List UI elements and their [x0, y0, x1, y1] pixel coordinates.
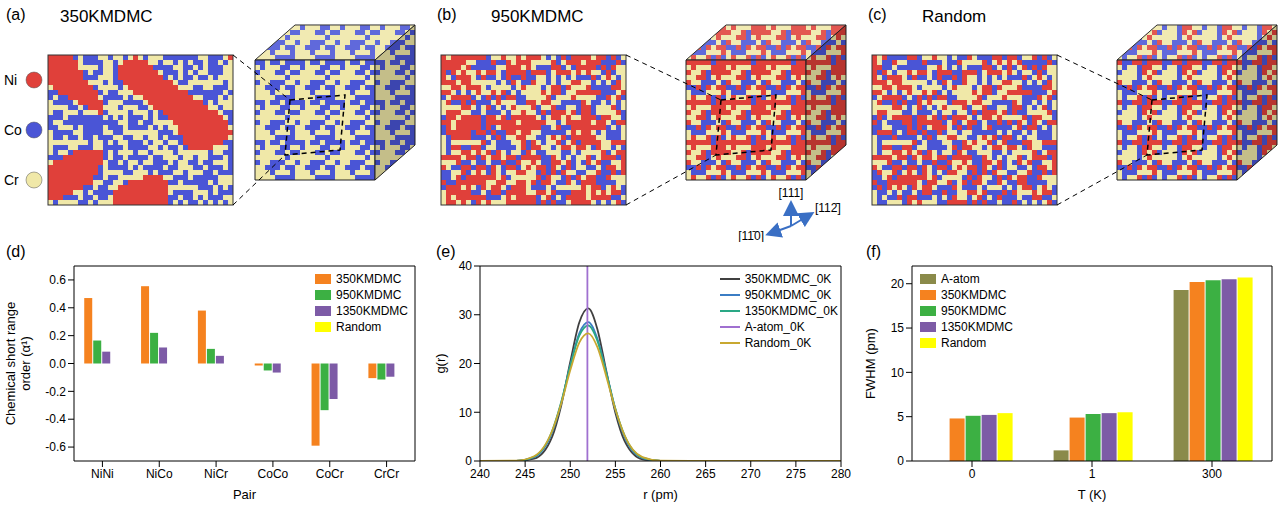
svg-text:10: 10 — [891, 366, 905, 380]
svg-text:0.4: 0.4 — [49, 301, 66, 315]
svg-text:[112̄]: [112̄] — [815, 201, 841, 215]
svg-text:[11̄0]: [11̄0] — [738, 229, 764, 242]
svg-text:5: 5 — [897, 410, 904, 424]
html-text:1350KMDMC: 1350KMDMC — [336, 304, 408, 318]
svg-text:(a): (a) — [6, 6, 26, 23]
svg-text:350KMDMC: 350KMDMC — [60, 7, 153, 26]
html-text:A-atom_0K: A-atom_0K — [744, 320, 805, 334]
svg-text:FWHM (pm): FWHM (pm) — [863, 328, 878, 399]
svg-text:260: 260 — [650, 467, 670, 481]
html-text:A-atom: A-atom — [941, 272, 980, 286]
html-text:1350KMDMC: 1350KMDMC — [941, 320, 1013, 334]
svg-text:(b): (b) — [437, 6, 457, 23]
html-text:950KMDMC_0K: 950KMDMC_0K — [744, 288, 832, 302]
html-text:950KMDMC: 950KMDMC — [336, 288, 402, 302]
svg-text:T (K): T (K) — [1078, 487, 1107, 502]
svg-text:(c): (c) — [868, 6, 887, 23]
svg-text:255: 255 — [605, 467, 625, 481]
svg-text:0: 0 — [969, 467, 976, 481]
svg-text:order (α¹): order (α¹) — [18, 336, 33, 390]
svg-text:Chemical short range: Chemical short range — [3, 302, 18, 426]
svg-text:40: 40 — [459, 259, 473, 273]
html-text:350KMDMC: 350KMDMC — [941, 288, 1007, 302]
html-text:1350KMDMC_0K: 1350KMDMC_0K — [744, 304, 838, 318]
html-text:Random_0K: Random_0K — [744, 336, 812, 350]
svg-text:Ni: Ni — [4, 72, 17, 88]
svg-text:-0.2: -0.2 — [45, 385, 66, 399]
svg-text:265: 265 — [696, 467, 716, 481]
svg-text:NiCr: NiCr — [204, 467, 228, 481]
svg-text:280: 280 — [831, 467, 851, 481]
svg-text:Cr: Cr — [4, 172, 19, 188]
svg-text:CoCr: CoCr — [316, 467, 344, 481]
html-text:Random: Random — [941, 336, 987, 350]
svg-text:CrCr: CrCr — [374, 467, 399, 481]
svg-text:NiCo: NiCo — [146, 467, 173, 481]
svg-text:0.0: 0.0 — [49, 357, 66, 371]
svg-text:15: 15 — [891, 321, 905, 335]
svg-text:-0.4: -0.4 — [45, 412, 66, 426]
svg-text:Co: Co — [4, 122, 22, 138]
svg-text:1: 1 — [1089, 467, 1096, 481]
svg-text:245: 245 — [515, 467, 535, 481]
svg-text:20: 20 — [459, 357, 473, 371]
html-text:Random: Random — [336, 320, 382, 334]
svg-text:275: 275 — [786, 467, 806, 481]
svg-text:240: 240 — [470, 467, 490, 481]
svg-text:-0.6: -0.6 — [45, 440, 66, 454]
svg-text:10: 10 — [459, 406, 473, 420]
svg-text:g(r): g(r) — [433, 353, 448, 373]
svg-text:r (pm): r (pm) — [643, 487, 678, 502]
html-text:(e): (e) — [436, 243, 456, 260]
svg-text:0: 0 — [465, 454, 472, 468]
svg-text:Random: Random — [922, 7, 986, 26]
svg-text:[111]: [111] — [779, 186, 804, 200]
svg-text:30: 30 — [459, 308, 473, 322]
svg-text:20: 20 — [891, 277, 905, 291]
svg-text:0: 0 — [897, 454, 904, 468]
svg-text:CoCo: CoCo — [258, 467, 289, 481]
html-text:350KMDMC: 350KMDMC — [336, 272, 402, 286]
svg-text:950KMDMC: 950KMDMC — [491, 7, 584, 26]
svg-text:0.6: 0.6 — [49, 273, 66, 287]
svg-text:NiNi: NiNi — [91, 467, 114, 481]
html-text:(d): (d) — [6, 243, 26, 260]
svg-text:300: 300 — [1202, 467, 1222, 481]
svg-text:Pair: Pair — [233, 487, 257, 502]
html-text:950KMDMC: 950KMDMC — [941, 304, 1007, 318]
svg-text:0.2: 0.2 — [49, 329, 66, 343]
svg-text:250: 250 — [560, 467, 580, 481]
svg-text:270: 270 — [741, 467, 761, 481]
html-text:350KMDMC_0K: 350KMDMC_0K — [744, 272, 832, 286]
html-text:(f): (f) — [866, 243, 882, 260]
